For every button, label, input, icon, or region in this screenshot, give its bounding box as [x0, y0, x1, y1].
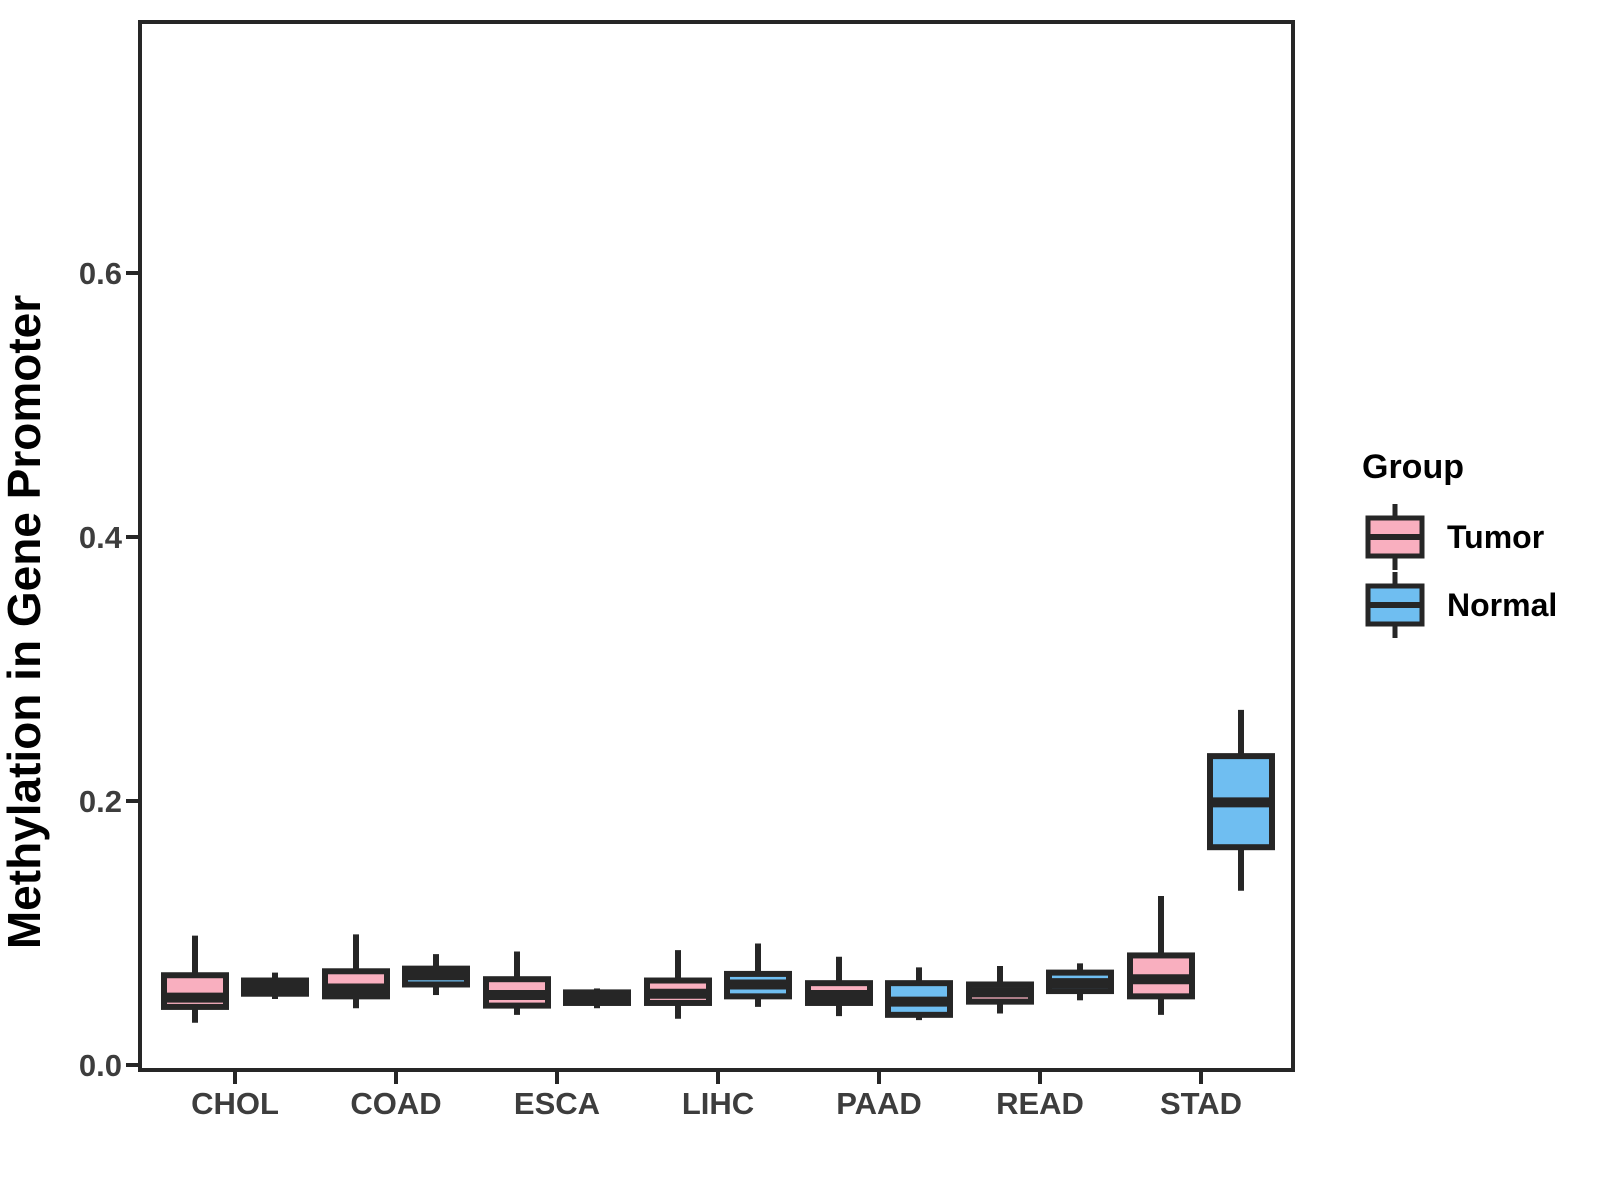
y-tick-label: 0.0: [79, 1048, 122, 1083]
x-tick-label-stad: STAD: [1160, 1086, 1242, 1121]
boxplot-paad-normal: [885, 967, 953, 1021]
x-tick-label-lihc: LIHC: [682, 1086, 754, 1121]
y-tick-label: 0.6: [79, 256, 122, 291]
y-axis-title: Methylation in Gene Promoter: [0, 295, 50, 949]
boxplot-read-tumor: [966, 966, 1034, 1014]
boxplot-coad-normal: [402, 954, 470, 996]
x-tick-label-paad: PAAD: [836, 1086, 922, 1121]
boxplot-coad-tumor: [322, 934, 390, 1009]
legend-key-normal: [1365, 572, 1425, 638]
boxplot-read-normal: [1046, 963, 1114, 1001]
boxplot-chol-tumor: [161, 935, 229, 1023]
boxplot-esca-normal: [563, 988, 631, 1009]
boxplot-lihc-tumor: [644, 950, 712, 1019]
boxplot-esca-tumor: [483, 951, 551, 1015]
legend-key-tumor: [1365, 504, 1425, 570]
y-tick-label: 0.4: [79, 520, 123, 555]
plot-panel: [140, 22, 1293, 1070]
x-tick-label-read: READ: [996, 1086, 1084, 1121]
legend-label-normal: Normal: [1447, 587, 1557, 623]
legend-title: Group: [1362, 448, 1464, 486]
boxplot-stad-normal: [1207, 709, 1275, 891]
y-tick-label: 0.2: [79, 784, 122, 819]
boxplot-chol-normal: [241, 972, 309, 999]
boxplot-paad-tumor: [805, 956, 873, 1017]
boxplot-stad-tumor: [1127, 896, 1195, 1015]
x-tick-label-chol: CHOL: [191, 1086, 279, 1121]
legend-label-tumor: Tumor: [1447, 519, 1544, 555]
boxplot-lihc-normal: [724, 943, 792, 1007]
x-tick-label-coad: COAD: [350, 1086, 441, 1121]
x-tick-label-esca: ESCA: [514, 1086, 600, 1121]
panel-border: [138, 20, 1295, 1072]
